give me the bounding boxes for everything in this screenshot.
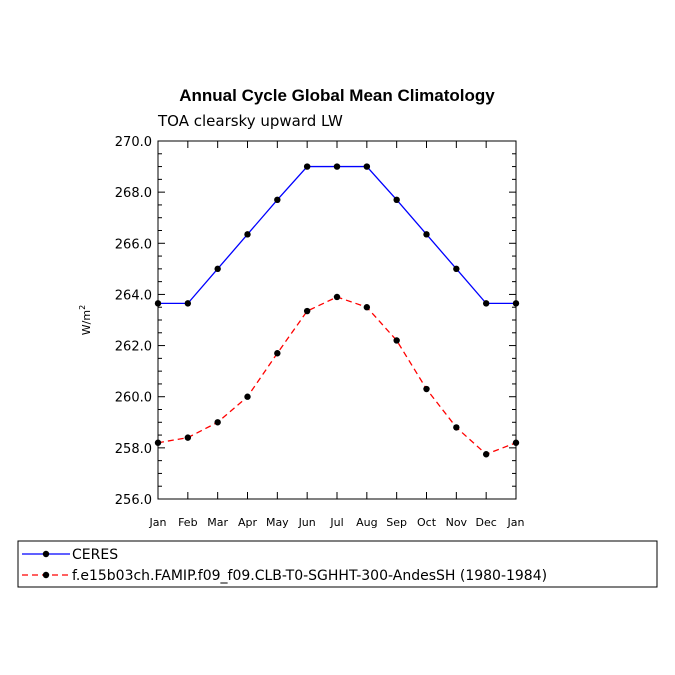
series-layer — [154, 163, 520, 458]
legend-label: CERES — [72, 547, 118, 563]
data-point — [274, 196, 281, 204]
data-point — [453, 424, 460, 431]
data-point — [303, 163, 311, 170]
y-tick-label: 264.0 — [115, 288, 152, 303]
x-tick-label: Aug — [356, 516, 377, 529]
y-axis: 256.0 258.0 260.0 262.0 264.0 266.0 268.0 270.0 — [115, 135, 516, 508]
data-point — [154, 300, 162, 307]
data-point — [363, 163, 371, 170]
y-tick-label: 258.0 — [115, 442, 152, 457]
x-tick-label: Oct — [417, 516, 437, 529]
y-axis-label: W/m2 — [78, 305, 93, 335]
data-point — [393, 337, 400, 344]
data-point — [423, 385, 430, 393]
data-point — [512, 439, 520, 446]
legend: CERES f.e15b03ch.FAMIP.f09_f09.CLB-T0-SGH… — [17, 540, 658, 588]
legend-item-1: CERES — [22, 547, 118, 563]
legend-item-2: f.e15b03ch.FAMIP.f09_f09.CLB-T0-SGHHT-30… — [22, 568, 547, 584]
chart-subtitle: TOA clearsky upward LW — [157, 112, 343, 130]
data-point — [184, 434, 192, 441]
data-point — [423, 231, 430, 238]
x-tick-label: Jul — [329, 516, 343, 529]
y-tick-label: 268.0 — [115, 186, 152, 201]
data-point — [184, 300, 192, 307]
legend-box — [17, 540, 658, 588]
series-1 — [154, 163, 520, 307]
x-tick-label: Sep — [386, 516, 407, 529]
chart-title: Annual Cycle Global Mean Climatology — [179, 86, 495, 105]
x-tick-label: May — [266, 516, 289, 529]
data-point — [274, 350, 281, 357]
data-point — [482, 451, 490, 458]
data-point — [482, 300, 490, 307]
x-tick-label: Jan — [507, 516, 525, 529]
y-tick-label: 266.0 — [115, 237, 152, 252]
data-point — [363, 304, 371, 311]
data-point — [154, 439, 162, 446]
series-line — [157, 296, 517, 456]
plot-frame — [157, 140, 517, 500]
data-point — [333, 163, 341, 170]
data-point — [453, 265, 460, 273]
y-tick-label: 260.0 — [115, 391, 152, 406]
data-point — [214, 265, 221, 273]
series-2 — [154, 293, 520, 458]
y-tick-label: 262.0 — [115, 340, 152, 355]
y-tick-label: 270.0 — [115, 135, 152, 150]
data-point — [303, 307, 311, 315]
data-point — [333, 293, 341, 301]
y-tick-label: 256.0 — [115, 493, 152, 508]
series-line — [158, 165, 516, 305]
data-point — [512, 300, 520, 307]
x-tick-label: Nov — [446, 516, 468, 529]
x-tick-label: Jun — [298, 516, 316, 529]
x-tick-label: Dec — [476, 516, 497, 529]
data-point — [244, 231, 251, 238]
data-point — [214, 419, 221, 426]
x-tick-label: Mar — [207, 516, 228, 529]
data-point — [393, 196, 400, 204]
legend-swatch-marker — [42, 571, 50, 579]
legend-swatch-marker — [42, 550, 50, 558]
x-tick-label: Feb — [178, 516, 197, 529]
legend-label: f.e15b03ch.FAMIP.f09_f09.CLB-T0-SGHHT-30… — [72, 568, 547, 584]
x-tick-label: Apr — [238, 516, 258, 529]
x-tick-label: Jan — [149, 516, 167, 529]
data-point — [244, 393, 251, 400]
x-axis: Jan Feb Mar Apr May Jun Jul Aug Sep Oct Nov Dec Jan — [149, 141, 525, 529]
